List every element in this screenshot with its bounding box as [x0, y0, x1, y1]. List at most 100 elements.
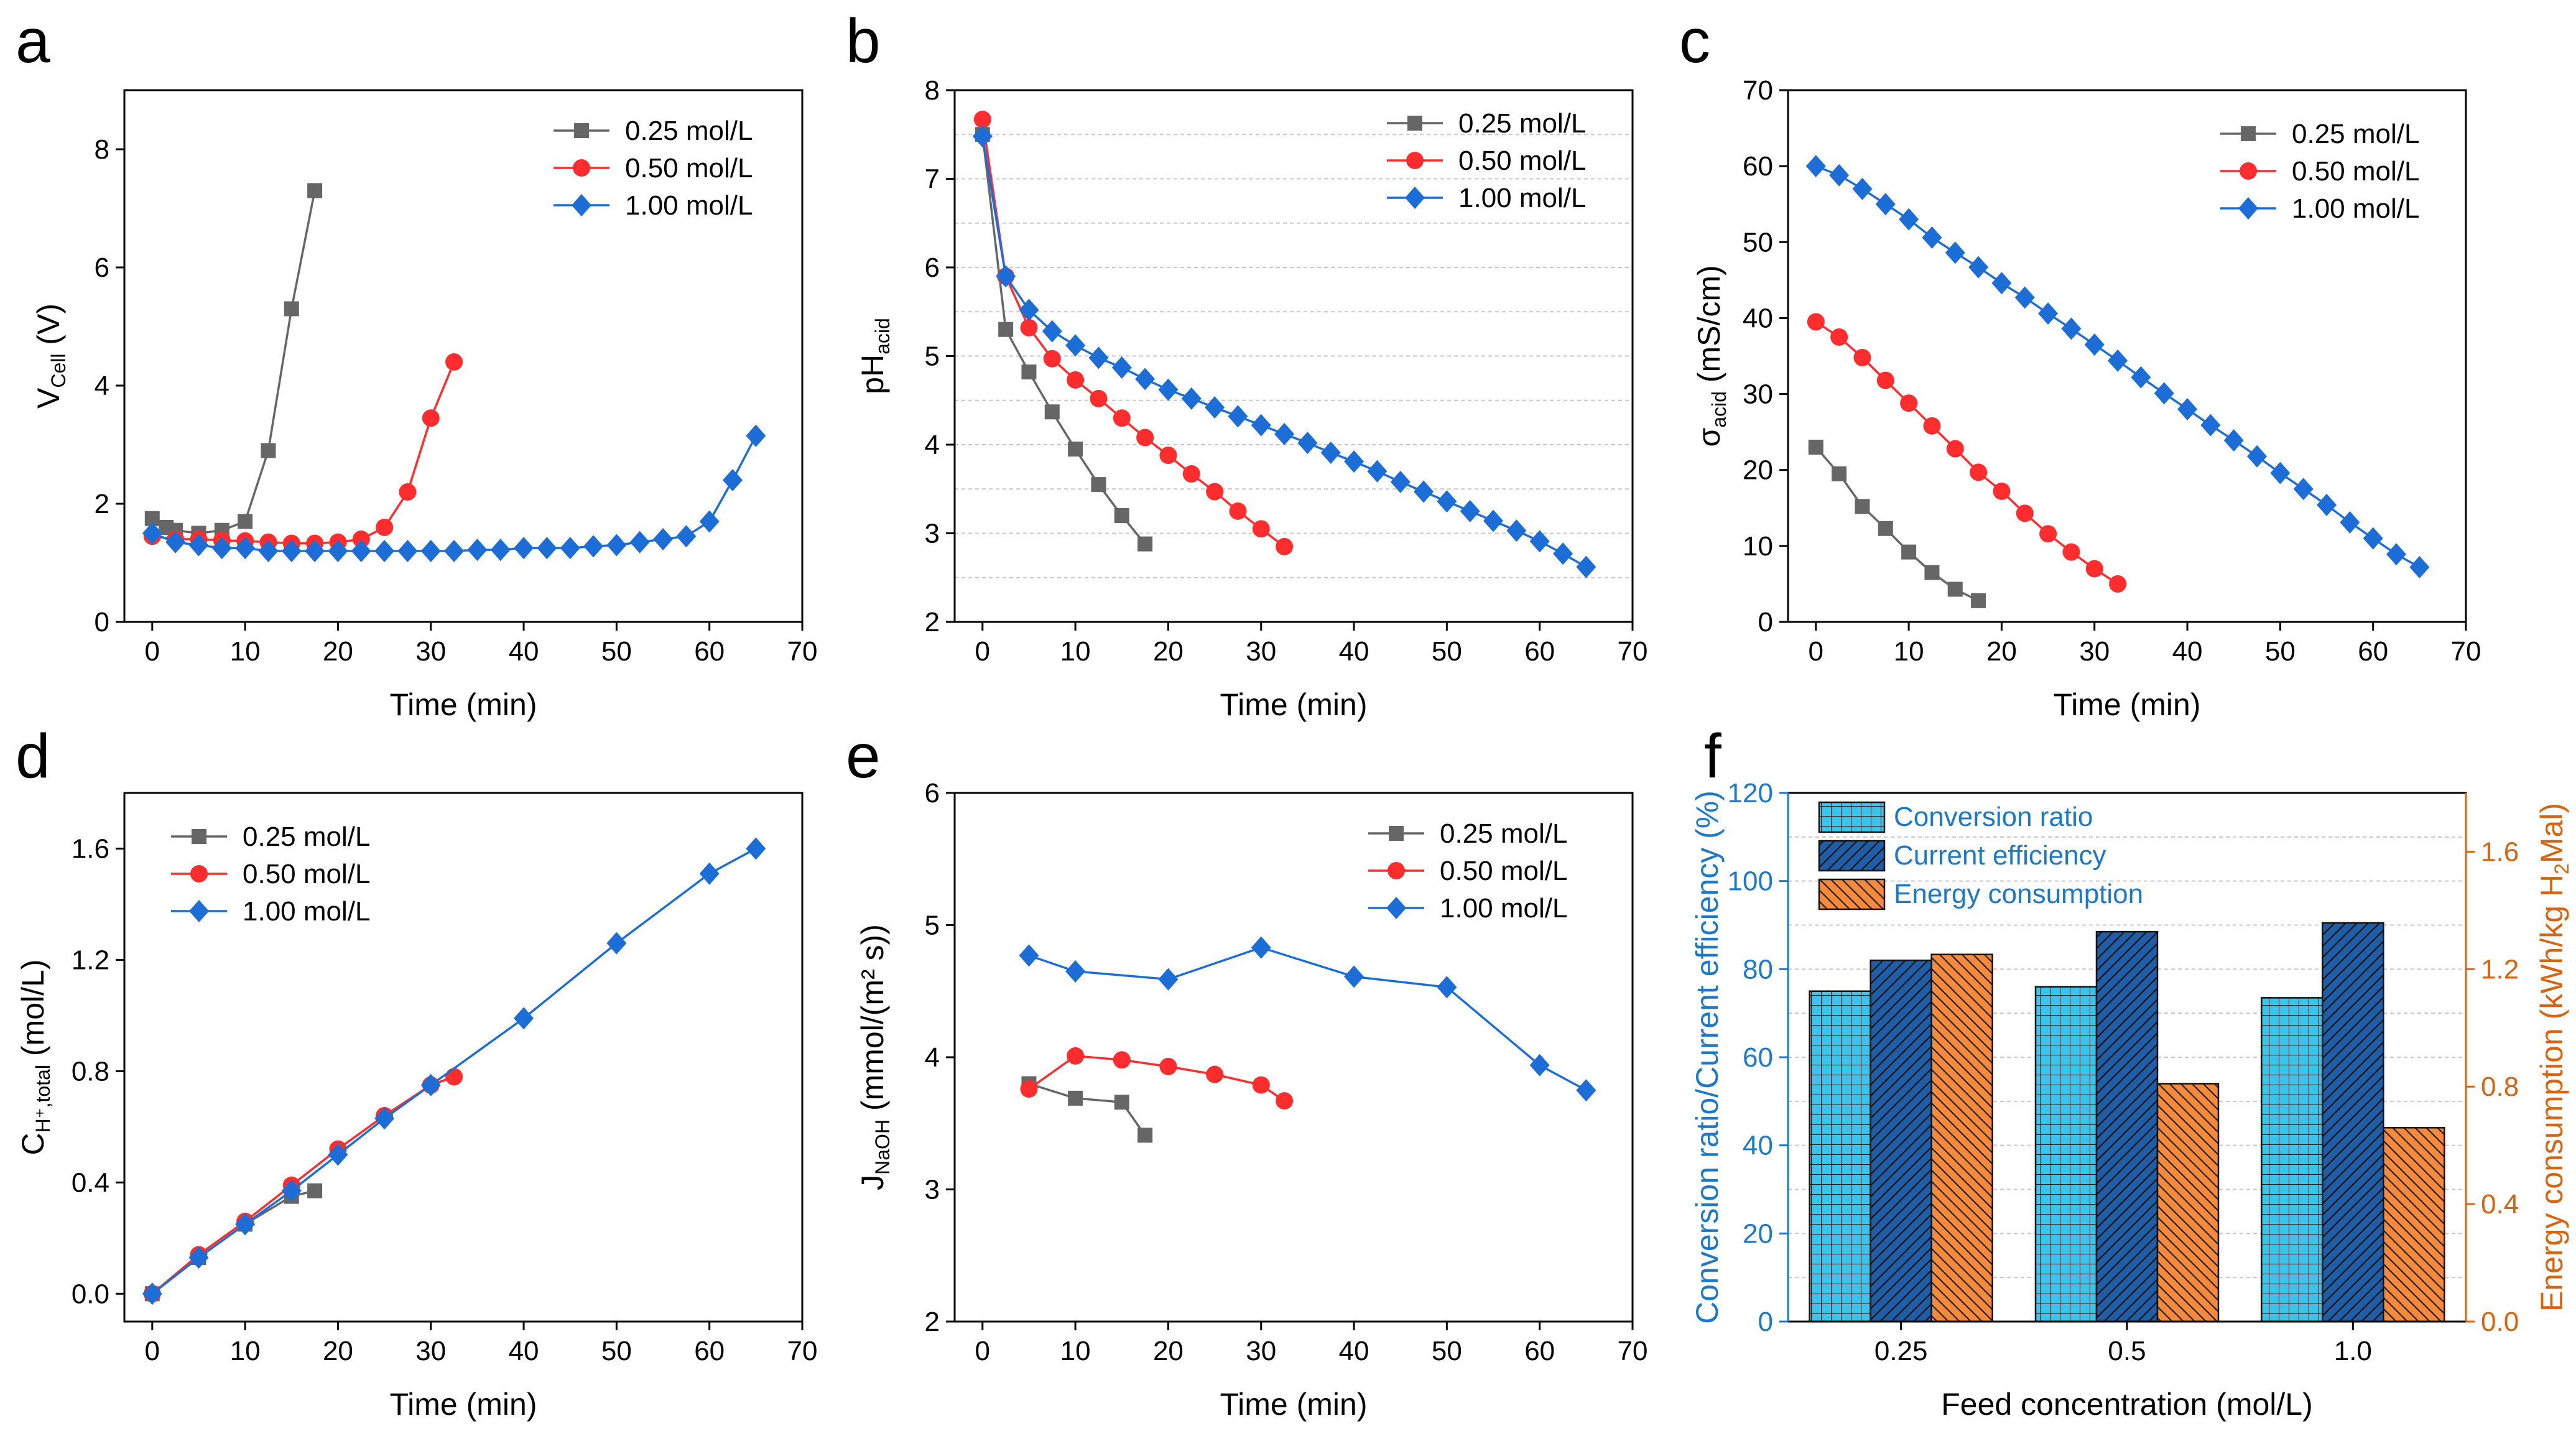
- x-tick-label: 30: [415, 636, 446, 667]
- y-tick-label: 0.8: [72, 1056, 109, 1086]
- data-point: [1158, 378, 1179, 401]
- legend-label: 0.25 mol/L: [243, 822, 370, 852]
- data-point: [514, 537, 534, 560]
- data-point: [376, 519, 394, 536]
- data-point: [537, 537, 557, 560]
- x-axis-label: Time (min): [389, 1387, 537, 1422]
- y-axis-label: σacid (mS/cm): [1692, 265, 1730, 447]
- data-point: [1945, 241, 1965, 264]
- data-point: [1901, 544, 1917, 560]
- x-tick-label: 20: [1986, 636, 2017, 667]
- data-point: [422, 409, 440, 427]
- x-tick-label: 10: [1060, 1336, 1091, 1366]
- data-point: [1251, 936, 1271, 959]
- plot-frame: [123, 89, 804, 623]
- bar-bar_conversion: [1809, 990, 1871, 1323]
- y-tick-label: 7: [925, 164, 940, 195]
- data-point: [351, 540, 371, 562]
- y-tick-label: 60: [1743, 151, 1773, 182]
- data-point: [235, 1213, 256, 1236]
- series-s100: [1805, 155, 2430, 579]
- data-point: [1181, 387, 1202, 410]
- data-point: [1136, 428, 1154, 447]
- legend-label: 1.00 mol/L: [1440, 893, 1567, 924]
- data-point: [1113, 1051, 1131, 1069]
- x-tick-label: 0: [145, 1336, 160, 1366]
- data-point: [746, 837, 766, 860]
- data-point: [1114, 508, 1129, 523]
- data-point: [1297, 432, 1318, 455]
- data-point: [1137, 1128, 1153, 1143]
- legend-marker: [573, 159, 590, 177]
- data-point: [1947, 581, 1963, 597]
- bar-bar_energy: [1930, 953, 1993, 1323]
- data-point: [1853, 348, 1871, 366]
- y-tick-label: 0: [1758, 607, 1773, 637]
- y-tick-label: 0: [95, 607, 109, 637]
- x-tick-label: 50: [601, 636, 632, 667]
- series-line: [151, 1190, 315, 1295]
- panel-label-b: b: [846, 6, 881, 76]
- x-tick-label: 70: [1618, 636, 1648, 667]
- data-point: [1090, 389, 1108, 407]
- data-point: [261, 443, 276, 458]
- data-point: [1205, 396, 1225, 419]
- data-point: [723, 469, 743, 491]
- data-point: [211, 537, 232, 560]
- y-tick-label: 30: [1743, 379, 1773, 410]
- data-point: [514, 1007, 534, 1030]
- legend-marker: [192, 829, 206, 844]
- x-tick-label: 40: [2172, 636, 2203, 667]
- legend-marker: [2240, 162, 2257, 180]
- data-point: [1807, 313, 1825, 331]
- data-point: [2131, 366, 2151, 389]
- legend-swatch: [1818, 878, 1886, 910]
- x-tick-label: 50: [1432, 1336, 1462, 1366]
- chart-panel-d: 0 10 20 30 40 50 60 70 0.0 0.4 0.8 1.2 1.6 Time (min)…: [16, 792, 817, 1422]
- data-point: [1900, 394, 1918, 412]
- legend-label: 0.50 mol/L: [1440, 856, 1567, 886]
- bar-bar_energy: [2156, 1083, 2220, 1323]
- chart-panel-f: 0.25 0.5 1.0 0 20 40 60 80 100 120 0.0 0.4 0.8 1.2 1.6…: [1690, 778, 2573, 1422]
- data-point: [1855, 499, 1870, 514]
- data-point: [1020, 1080, 1038, 1098]
- data-point: [1135, 368, 1156, 391]
- legend-label: 1.00 mol/L: [625, 190, 753, 221]
- data-point: [1276, 537, 1294, 555]
- y-tick-label: 70: [1743, 75, 1773, 106]
- data-point: [1991, 272, 2012, 295]
- legend-label: 0.50 mol/L: [2292, 156, 2419, 187]
- data-point: [2293, 478, 2314, 501]
- data-point: [1252, 520, 1270, 538]
- x-tick-label: 30: [2079, 636, 2110, 667]
- series-s100: [1019, 936, 1596, 1102]
- data-point: [307, 183, 323, 198]
- legend-label: 0.25 mol/L: [1458, 108, 1586, 139]
- y-tick-label: 0.4: [72, 1167, 109, 1198]
- data-point: [2084, 333, 2105, 356]
- x-tick-label: 20: [323, 636, 353, 667]
- x-tick-label: 40: [509, 1336, 539, 1366]
- y-axis-label: pHacid: [855, 318, 894, 394]
- x-tick-label: 30: [1246, 636, 1276, 667]
- x-tick-label: 60: [694, 636, 725, 667]
- bar-bar_current: [2322, 922, 2384, 1323]
- legend-label: Energy consumption: [1894, 879, 2143, 909]
- legend-marker: [572, 194, 591, 216]
- series-s050: [1807, 313, 2127, 593]
- y-tick-label: 20: [1743, 455, 1773, 486]
- data-point: [973, 111, 991, 129]
- x-tick-label: 0: [975, 1336, 990, 1366]
- data-point: [305, 540, 325, 562]
- x-tick-label: 60: [694, 1336, 725, 1366]
- data-point: [165, 530, 186, 554]
- data-point: [1228, 405, 1248, 428]
- data-point: [606, 534, 627, 557]
- data-point: [1437, 976, 1457, 999]
- x-tick-label: 20: [1153, 636, 1184, 667]
- x-tick-label: 30: [415, 1336, 446, 1366]
- data-point: [1829, 164, 1850, 187]
- x-tick-label: 10: [1894, 636, 1924, 667]
- legend-label: 0.25 mol/L: [625, 116, 753, 146]
- data-point: [399, 483, 417, 501]
